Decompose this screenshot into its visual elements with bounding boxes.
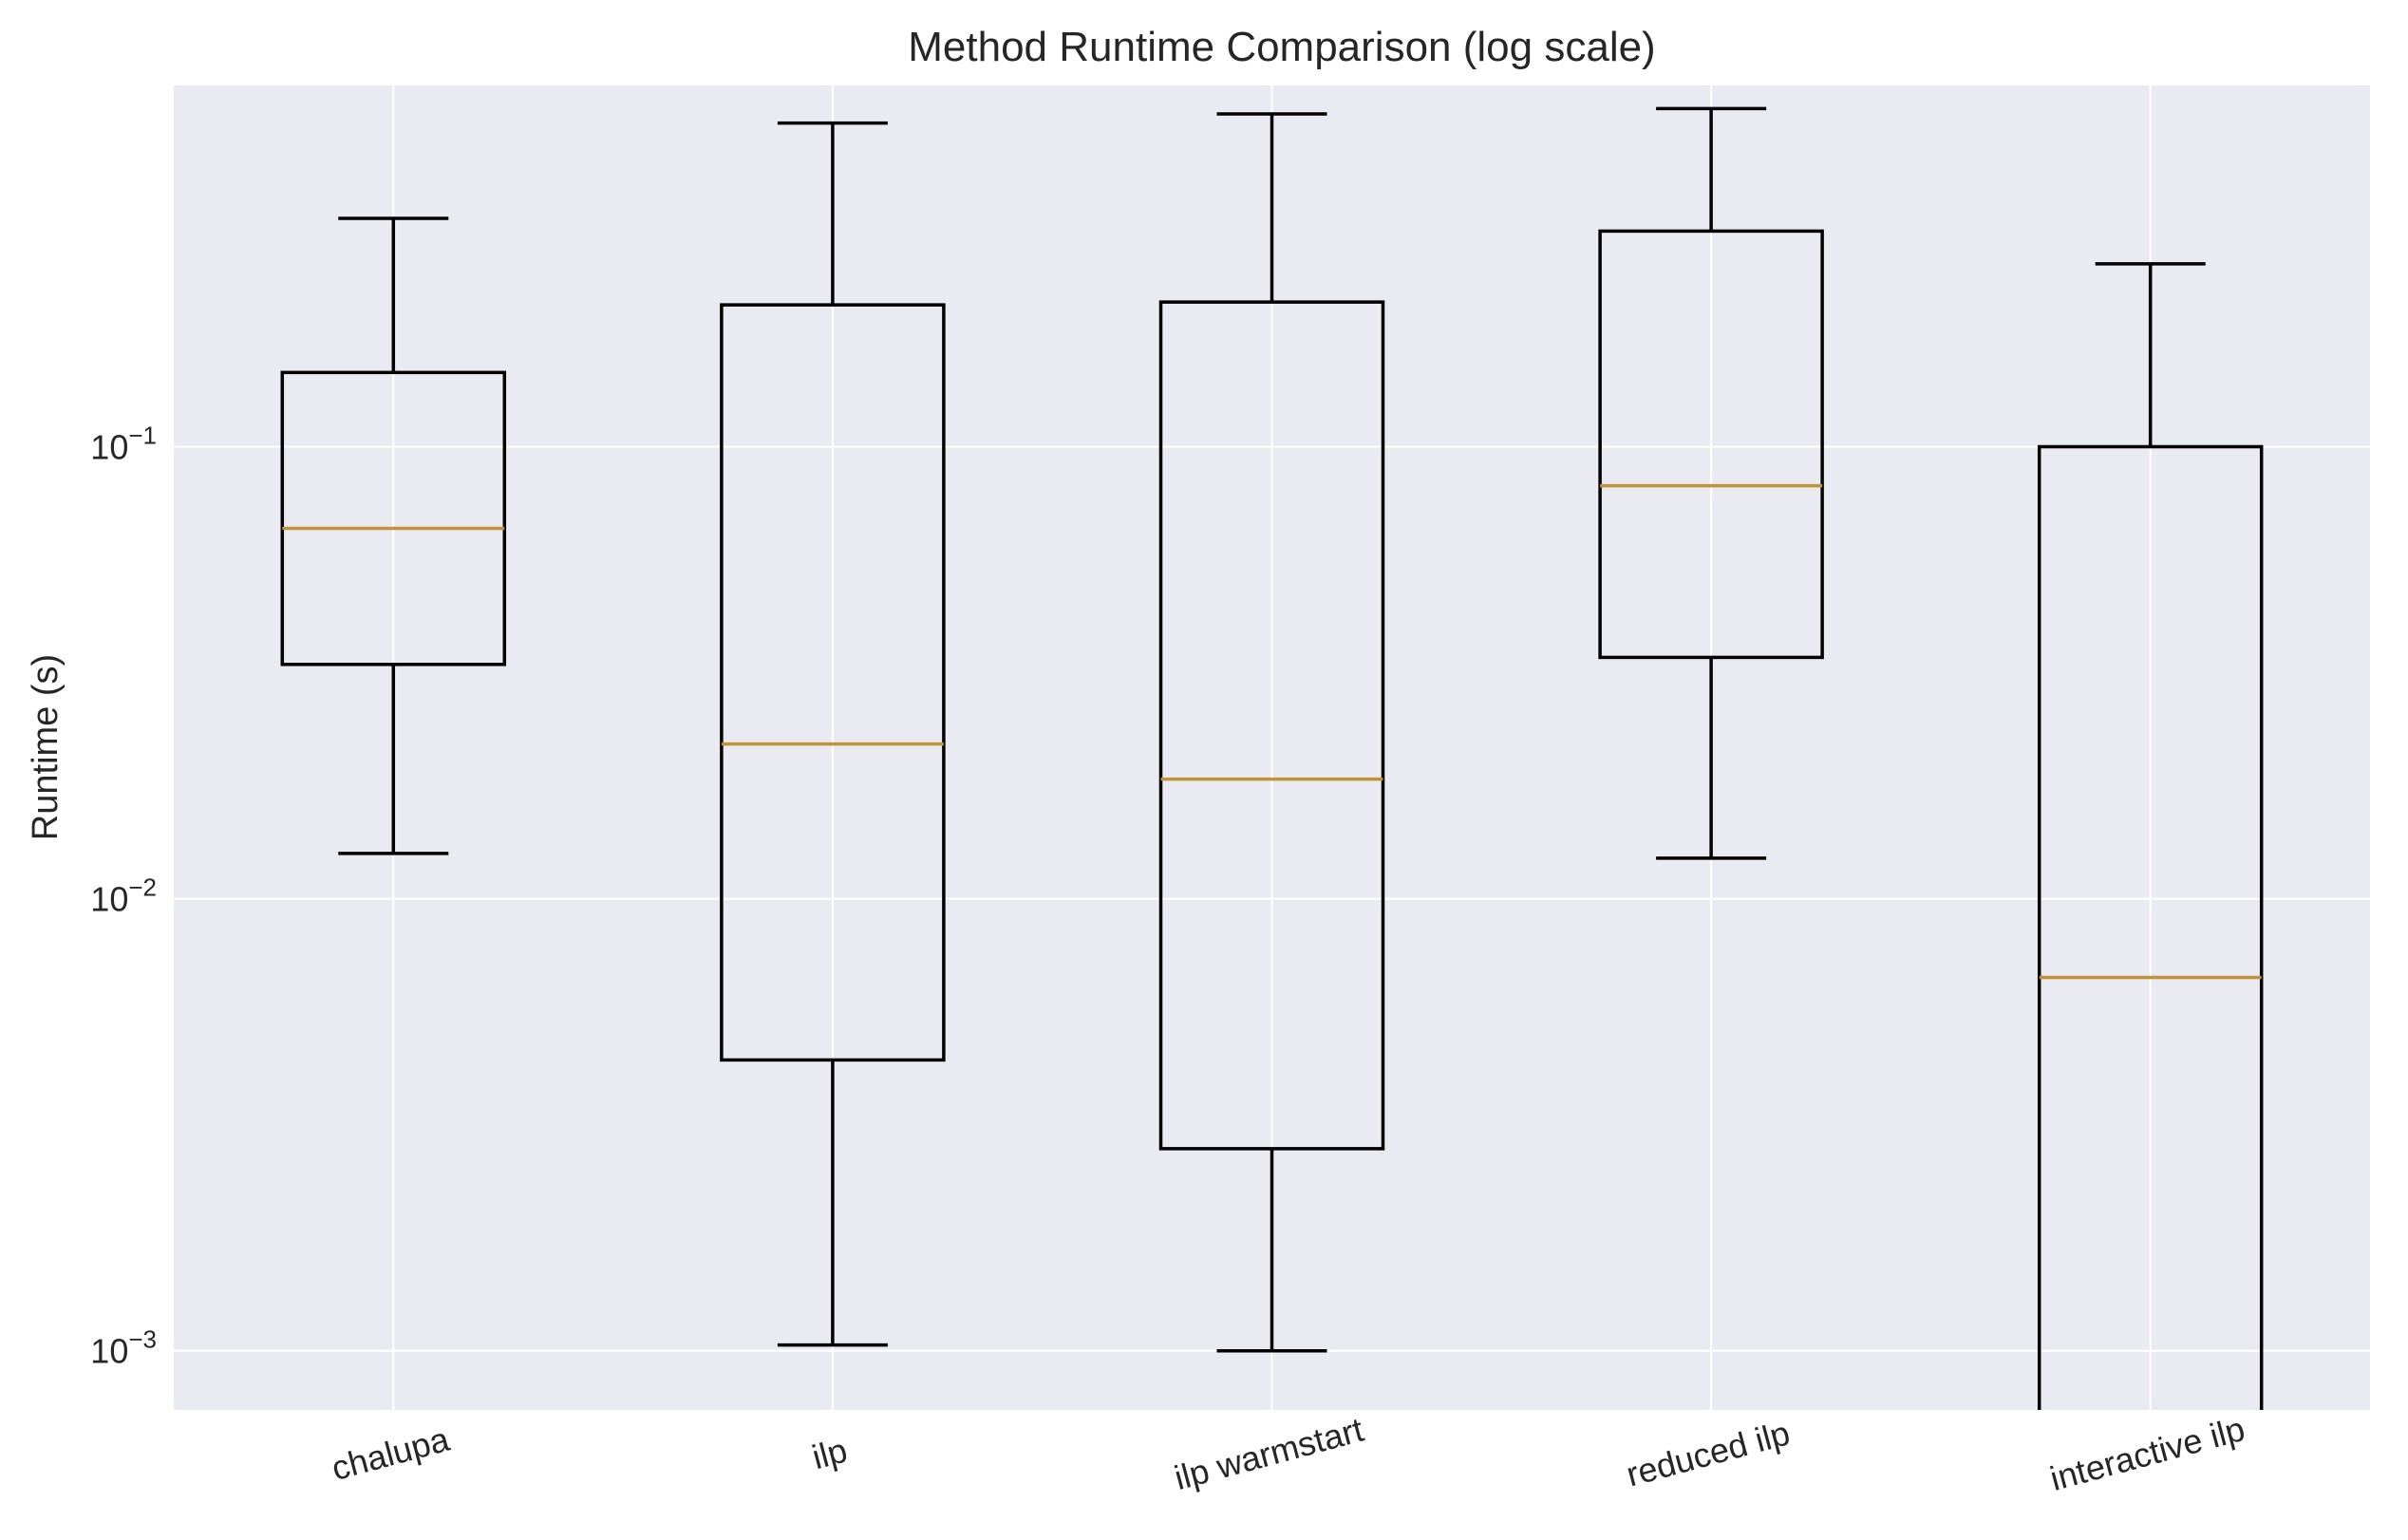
box-body bbox=[720, 303, 946, 1062]
y-tick-exponent: −2 bbox=[128, 873, 157, 902]
y-tick-labels: 10−1 10−2 10−3 bbox=[90, 422, 157, 1371]
box-ilp bbox=[720, 121, 946, 1347]
boxes bbox=[280, 106, 2264, 1410]
x-tick-label: ilp warmstart bbox=[1170, 1410, 1367, 1497]
y-tick-label: 10−1 bbox=[90, 422, 157, 467]
y-tick-exponent: −1 bbox=[128, 422, 157, 450]
x-tick-label: reduced ilp bbox=[1622, 1413, 1794, 1493]
chart-title: Method Runtime Comparison (log scale) bbox=[908, 24, 1655, 70]
y-axis-label: Runtime (s) bbox=[26, 654, 66, 840]
box-chalupa bbox=[280, 216, 507, 855]
x-tick-label: ilp bbox=[808, 1430, 851, 1476]
y-tick-label: 10−2 bbox=[90, 873, 157, 919]
box-reduced-ilp bbox=[1598, 106, 1824, 860]
x-tick-label: chalupa bbox=[328, 1419, 454, 1488]
box-body bbox=[280, 370, 507, 667]
x-tick-label: interactive ilp bbox=[2046, 1409, 2249, 1498]
x-tick-labels: chalupa ilp ilp warmstart reduced ilp intera… bbox=[328, 1409, 2248, 1498]
box-body bbox=[1598, 229, 1824, 660]
box-body bbox=[2037, 444, 2264, 1410]
y-tick-exponent: −3 bbox=[128, 1325, 157, 1354]
box-ilp-warmstart bbox=[1158, 112, 1385, 1353]
y-tick-label: 10−3 bbox=[90, 1325, 157, 1371]
box-body bbox=[1158, 300, 1385, 1151]
box-interactive-ilp bbox=[2037, 262, 2264, 1410]
